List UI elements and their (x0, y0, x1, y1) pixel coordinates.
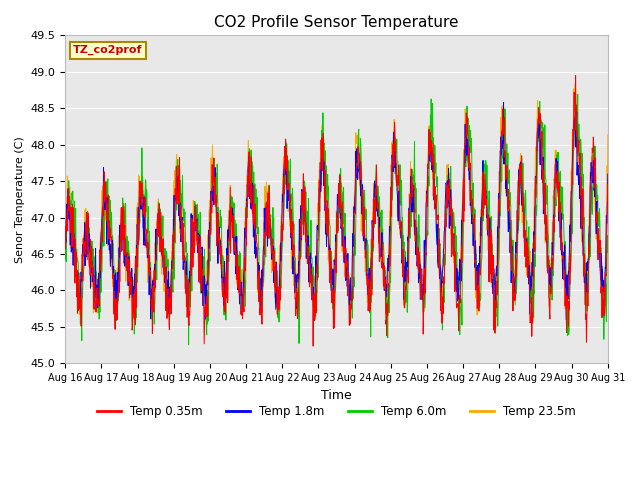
X-axis label: Time: Time (321, 389, 352, 402)
Text: TZ_co2prof: TZ_co2prof (74, 45, 143, 56)
Y-axis label: Senor Temperature (C): Senor Temperature (C) (15, 136, 25, 263)
Legend: Temp 0.35m, Temp 1.8m, Temp 6.0m, Temp 23.5m: Temp 0.35m, Temp 1.8m, Temp 6.0m, Temp 2… (92, 401, 580, 423)
Title: CO2 Profile Sensor Temperature: CO2 Profile Sensor Temperature (214, 15, 459, 30)
